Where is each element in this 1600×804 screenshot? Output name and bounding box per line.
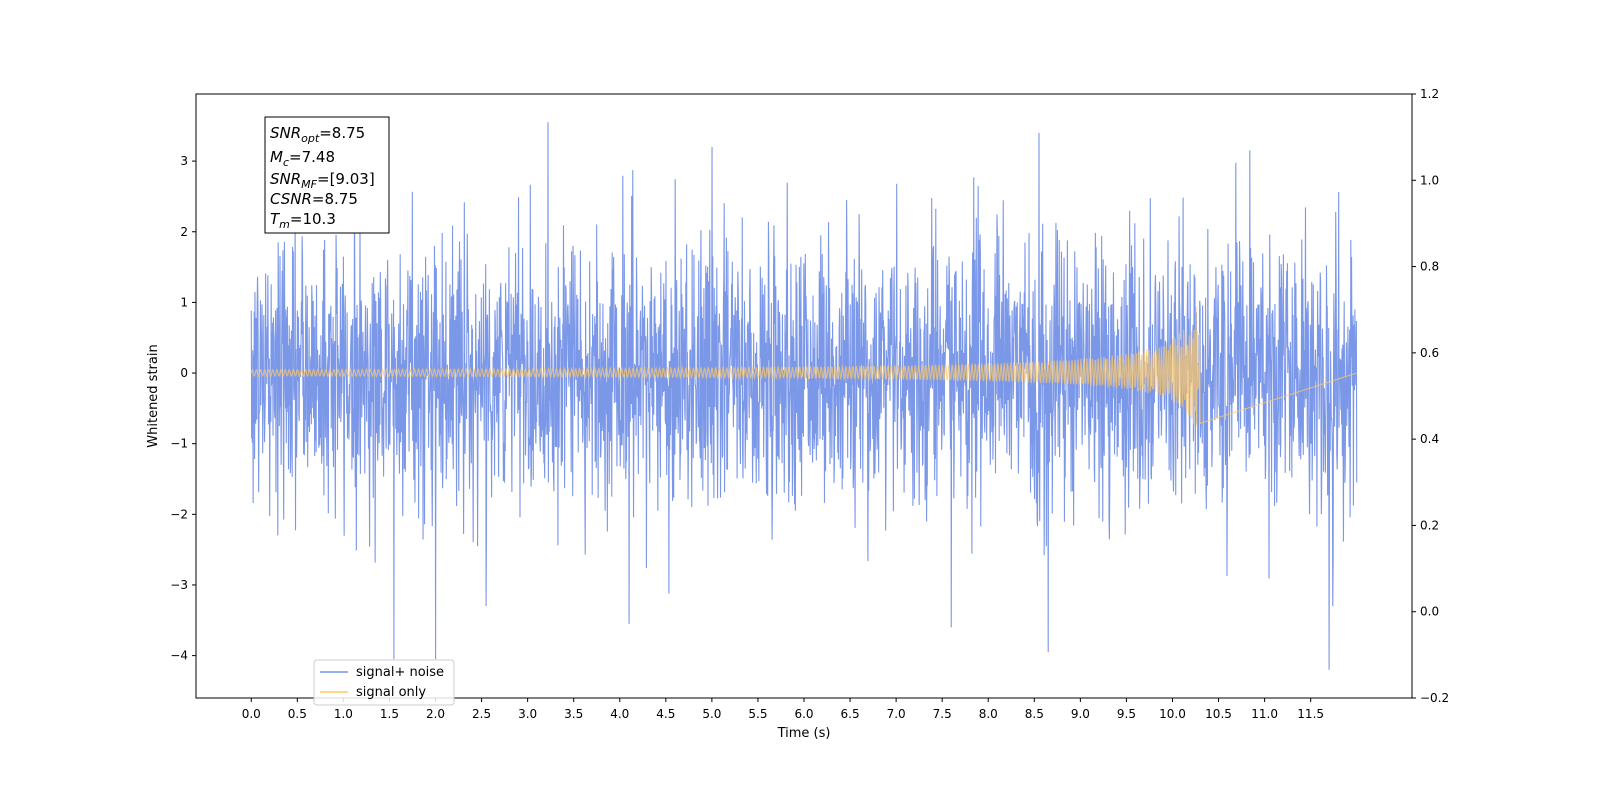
x-tick-label: 9.0 [1071, 707, 1090, 721]
annotation-line: SNRopt=8.75 [270, 124, 365, 145]
annotation-line: Mc=7.48 [270, 148, 335, 169]
y-tick-label: 2 [180, 225, 188, 239]
annotation-symbol: SNR [270, 170, 301, 188]
y-right-tick-label: 0.2 [1420, 518, 1439, 532]
legend-label: signal only [356, 685, 426, 700]
annotation-line: CSNR=8.75 [270, 190, 358, 208]
annotation-value: =8.75 [312, 190, 358, 208]
y-tick-label: 0 [180, 366, 188, 380]
x-tick-label: 3.0 [518, 707, 537, 721]
annotation-line: SNRMF=[9.03] [270, 170, 375, 191]
annotation-subscript: c [283, 156, 289, 169]
annotation-symbol: SNR [270, 124, 301, 142]
annotation-value: =7.48 [289, 148, 335, 166]
y-tick-label: −2 [170, 507, 188, 521]
x-tick-label: 6.5 [841, 707, 860, 721]
x-tick-label: 5.0 [702, 707, 721, 721]
x-tick-label: 1.0 [334, 707, 353, 721]
annotation-symbol: CSNR [270, 190, 312, 208]
x-tick-label: 4.5 [656, 707, 675, 721]
annotation-subscript: m [279, 218, 290, 231]
annotation-line: Tm=10.3 [270, 210, 336, 231]
annotation-symbol: M [270, 148, 283, 166]
x-tick-label: 11.5 [1297, 707, 1324, 721]
x-tick-label: 8.0 [979, 707, 998, 721]
x-tick-label: 5.5 [748, 707, 767, 721]
x-tick-label: 0.0 [242, 707, 261, 721]
plot-data-layer [250, 122, 1358, 670]
x-axis-label: Time (s) [777, 726, 831, 741]
legend-label: signal+ noise [356, 665, 444, 680]
x-tick-label: 10.5 [1205, 707, 1232, 721]
legend-frame [313, 659, 455, 706]
y-right-tick-label: 0.0 [1420, 605, 1439, 619]
annotation-subscript: MF [301, 178, 317, 191]
legend: signal+ noise signal only [313, 659, 455, 706]
annotation-subscript: opt [301, 132, 320, 145]
y-axis-label: Whitened strain [146, 344, 161, 447]
x-tick-label: 6.0 [794, 707, 813, 721]
y-tick-label: −3 [170, 578, 188, 592]
annotation-value: =10.3 [290, 210, 336, 228]
y-tick-label: 3 [180, 154, 188, 168]
annotation-box: SNRopt=8.75Mc=7.48SNRMF=[9.03]CSNR=8.75T… [264, 116, 390, 234]
series-signal-only-line [250, 306, 1357, 426]
x-tick-label: 7.0 [887, 707, 906, 721]
y-tick-label: 1 [180, 295, 188, 309]
y-tick-label: −1 [170, 437, 188, 451]
annotation-symbol: T [270, 210, 281, 228]
y-right-tick-label: 0.4 [1420, 432, 1439, 446]
annotation-value: =8.75 [319, 124, 365, 142]
x-tick-label: 3.5 [564, 707, 583, 721]
series-signal-plus-noise-line [250, 122, 1358, 670]
y-right-tick-label: 1.0 [1420, 173, 1439, 187]
x-tick-label: 8.5 [1025, 707, 1044, 721]
x-tick-label: 7.5 [933, 707, 952, 721]
x-tick-label: 2.0 [426, 707, 445, 721]
y-right-tick-label: 0.8 [1420, 260, 1439, 274]
x-tick-label: 11.0 [1251, 707, 1278, 721]
x-tick-label: 0.5 [288, 707, 307, 721]
y-right-tick-label: 0.6 [1420, 346, 1439, 360]
y-right-tick-label: −0.2 [1420, 691, 1449, 705]
axes-layer: 0.0 0.5 1.0 1.5 2.0 2.5 3.0 3.5 4.0 4.5 5.0 5.5 6.0 6… [170, 87, 1449, 721]
x-tick-label: 10.0 [1159, 707, 1186, 721]
y-right-tick-label: 1.2 [1420, 87, 1439, 101]
x-tick-label: 2.5 [472, 707, 491, 721]
x-tick-label: 9.5 [1117, 707, 1136, 721]
x-tick-label: 4.0 [610, 707, 629, 721]
x-tick-label: 1.5 [380, 707, 399, 721]
annotation-value: =[9.03] [317, 170, 375, 188]
y-tick-label: −4 [170, 649, 188, 663]
annotation-box-frame [264, 116, 390, 234]
